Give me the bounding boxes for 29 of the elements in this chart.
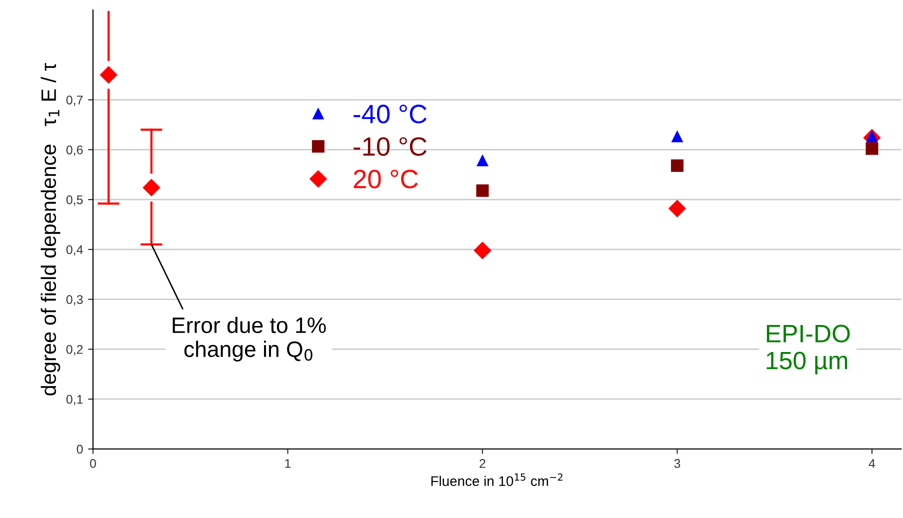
point <box>100 66 118 84</box>
y-tick-label: 0,3 <box>66 295 83 306</box>
legend-label: -40 °C <box>354 104 427 124</box>
point <box>670 159 684 172</box>
x-tick-label: 3 <box>674 459 680 468</box>
y-tick-label: 0,5 <box>66 195 83 206</box>
point <box>142 179 160 196</box>
annotation: Error due to 1% change in Q$_{0}$ <box>172 316 326 362</box>
annotation: EPI-DO 150 µm <box>766 324 850 374</box>
point <box>866 142 878 155</box>
y-tick-label: 0,1 <box>66 394 83 406</box>
x-tick-label: 0 <box>90 459 96 468</box>
y-tick-label: 0,7 <box>66 96 83 106</box>
legend-label: -10 °C <box>354 137 427 156</box>
y-tick-label: 0,4 <box>66 245 83 256</box>
point <box>668 200 686 218</box>
legend-label: 20 °C <box>354 170 418 188</box>
point <box>474 242 492 260</box>
x-tick-label: 1 <box>285 459 291 468</box>
point <box>672 131 683 142</box>
x-tick-label: 2 <box>480 459 486 468</box>
y-tick-label: 0 <box>76 444 83 454</box>
point <box>476 155 488 166</box>
point <box>476 184 489 197</box>
y-tick-label: 0,6 <box>66 145 83 156</box>
y-axis-title: degree of field dependence τ$_{1}$ E / τ <box>40 63 60 396</box>
y-tick-label: 0,2 <box>66 345 83 356</box>
x-tick-label: 4 <box>868 459 876 468</box>
x-axis-title: Fluence in 10$^{15}$ cm$^{−2}$ <box>431 473 562 486</box>
